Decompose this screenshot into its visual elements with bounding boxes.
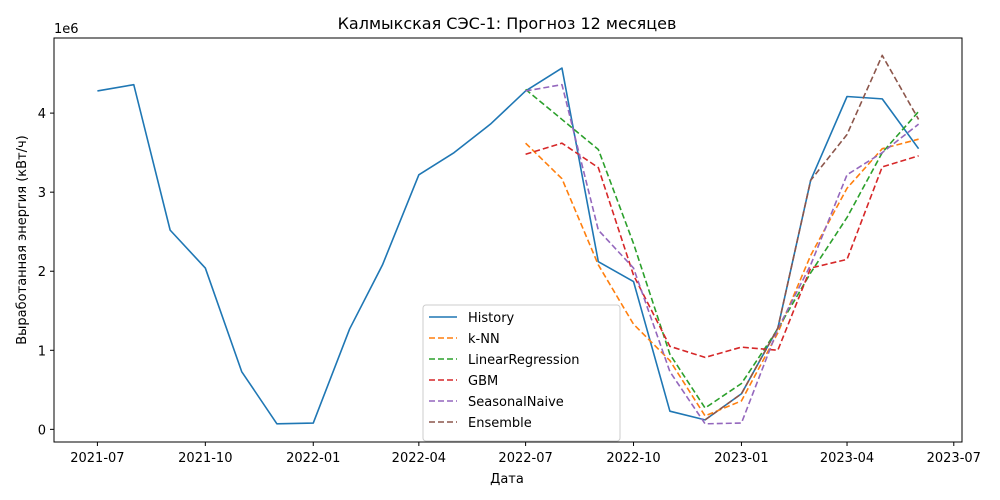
y-scale-label: 1e6 <box>54 22 79 37</box>
y-tick-label: 4 <box>38 107 46 122</box>
y-tick-label: 0 <box>38 423 46 438</box>
y-axis: 0 1 2 3 4 <box>38 107 54 438</box>
series-line-seasonalnaive <box>525 83 920 425</box>
y-tick-label: 2 <box>38 265 46 280</box>
legend-label: k-NN <box>468 332 500 347</box>
x-tick-label: 2023-04 <box>820 451 874 466</box>
x-tick-label: 2022-07 <box>498 451 552 466</box>
legend-label: Ensemble <box>468 416 532 431</box>
legend-label: GBM <box>468 374 498 389</box>
x-tick-label: 2021-07 <box>70 451 124 466</box>
x-tick-label: 2021-10 <box>178 451 232 466</box>
y-tick-label: 3 <box>38 186 46 201</box>
legend-label: SeasonalNaive <box>468 395 564 410</box>
x-tick-label: 2023-07 <box>927 451 981 466</box>
y-axis-label: Выработанная энергия (кВт/ч) <box>15 135 30 345</box>
legend-box <box>422 304 621 442</box>
x-tick-label: 2022-10 <box>606 451 660 466</box>
x-tick-label: 2022-04 <box>392 451 446 466</box>
plot-frame <box>53 37 963 443</box>
series-line-k-nn <box>525 138 919 417</box>
series-line-gbm <box>525 142 919 359</box>
x-tick-label: 2022-01 <box>286 451 340 466</box>
series-line-ensemble <box>704 54 920 421</box>
legend-label: LinearRegression <box>468 353 580 368</box>
x-axis-label: Дата <box>490 472 524 487</box>
y-tick-label: 1 <box>38 344 46 359</box>
legend-label: History <box>468 311 515 326</box>
legend: History k-NN LinearRegression GBM SeasonalNa… <box>422 304 621 442</box>
x-tick-label: 2023-01 <box>714 451 768 466</box>
x-axis: 2021-07 2021-10 2022-01 2022-04 2022-07 2022-… <box>70 442 981 466</box>
series-line-linearregression <box>525 88 920 409</box>
chart-title: Калмыкская СЭС-1: Прогноз 12 месяцев <box>338 14 677 33</box>
